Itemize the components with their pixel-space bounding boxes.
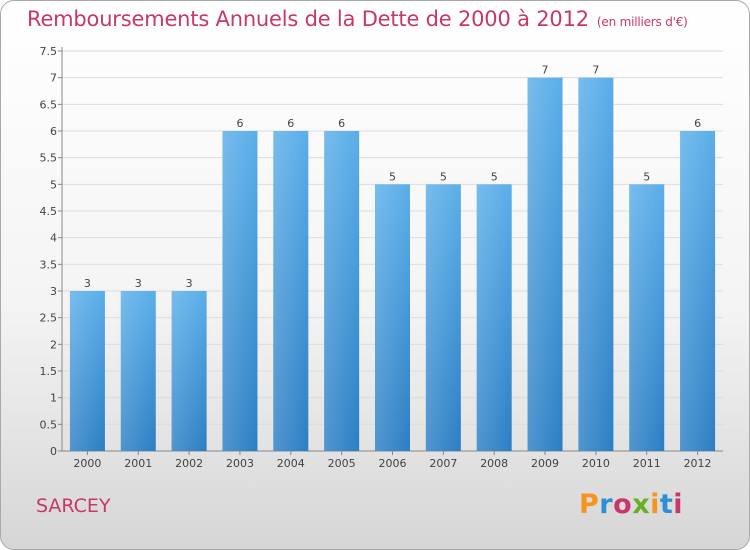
chart-title: Remboursements Annuels de la Dette de 20… — [27, 7, 688, 31]
bar-highlight — [578, 77, 614, 452]
y-tick-label: 0 — [50, 445, 57, 458]
y-tick-label: 5 — [50, 178, 57, 191]
y-tick-label: 4.5 — [40, 205, 58, 218]
y-tick-label: 7.5 — [40, 45, 58, 58]
bar-highlight — [527, 77, 563, 452]
brand-letter: i — [650, 489, 660, 520]
x-tick-label: 2011 — [633, 457, 661, 470]
brand-letter: t — [659, 489, 674, 520]
bar-value-label: 5 — [440, 170, 447, 183]
x-tick-label: 2003 — [226, 457, 254, 470]
bar-highlight — [171, 291, 207, 451]
bar-highlight — [375, 184, 410, 452]
brand-letter: i — [673, 489, 684, 520]
brand-logo: Proxiti — [579, 489, 683, 520]
x-tick-label: 2000 — [73, 457, 101, 470]
bar-highlight — [273, 131, 309, 451]
y-tick-label: 3 — [50, 285, 57, 298]
x-tick-label: 2005 — [328, 457, 356, 470]
bar-highlight — [222, 131, 258, 451]
y-tick-label: 4 — [50, 232, 57, 245]
brand-letter: P — [579, 489, 600, 520]
y-tick-label: 0.5 — [40, 418, 58, 431]
y-tick-label: 1 — [50, 392, 57, 405]
bar-highlight — [476, 184, 512, 452]
y-tick-label: 6 — [50, 125, 57, 138]
bar-value-label: 7 — [592, 64, 599, 77]
bar-value-label: 7 — [542, 64, 549, 77]
bar-value-label: 6 — [694, 117, 701, 130]
x-tick-label: 2002 — [175, 457, 203, 470]
bar-highlight — [425, 184, 461, 452]
bar-highlight — [120, 291, 156, 451]
bar-value-label: 3 — [186, 277, 193, 290]
bar-value-label: 3 — [84, 277, 91, 290]
brand-letter: r — [599, 489, 614, 520]
y-tick-label: 7 — [50, 72, 57, 85]
bar-value-label: 6 — [236, 117, 243, 130]
bar-value-label: 6 — [338, 117, 345, 130]
chart-title-text: Remboursements Annuels de la Dette de 20… — [27, 7, 589, 31]
x-tick-label: 2001 — [124, 457, 152, 470]
y-tick-label: 6.5 — [40, 98, 58, 111]
place-name: SARCEY — [36, 495, 111, 517]
bar-highlight — [680, 131, 716, 451]
y-tick-label: 5.5 — [40, 152, 58, 165]
x-tick-label: 2010 — [582, 457, 610, 470]
bar-highlight — [324, 131, 360, 451]
bar-value-label: 5 — [389, 170, 396, 183]
bar-value-label: 6 — [287, 117, 294, 130]
x-tick-label: 2012 — [684, 457, 712, 470]
bar-value-label: 5 — [491, 170, 498, 183]
x-tick-label: 2006 — [379, 457, 407, 470]
x-tick-label: 2009 — [531, 457, 559, 470]
x-tick-label: 2004 — [277, 457, 305, 470]
x-tick-label: 2007 — [429, 457, 457, 470]
bar-highlight — [69, 291, 105, 451]
brand-letter: x — [632, 489, 651, 520]
y-tick-label: 3.5 — [40, 258, 58, 271]
brand-letter: o — [613, 489, 633, 520]
x-tick-label: 2008 — [480, 457, 508, 470]
bar-value-label: 3 — [135, 277, 142, 290]
y-tick-label: 2 — [50, 338, 57, 351]
bar-value-label: 5 — [643, 170, 650, 183]
chart-unit: (en milliers d'€) — [596, 15, 688, 29]
y-tick-label: 2.5 — [40, 312, 58, 325]
y-tick-label: 1.5 — [40, 365, 58, 378]
bar-highlight — [629, 184, 665, 452]
